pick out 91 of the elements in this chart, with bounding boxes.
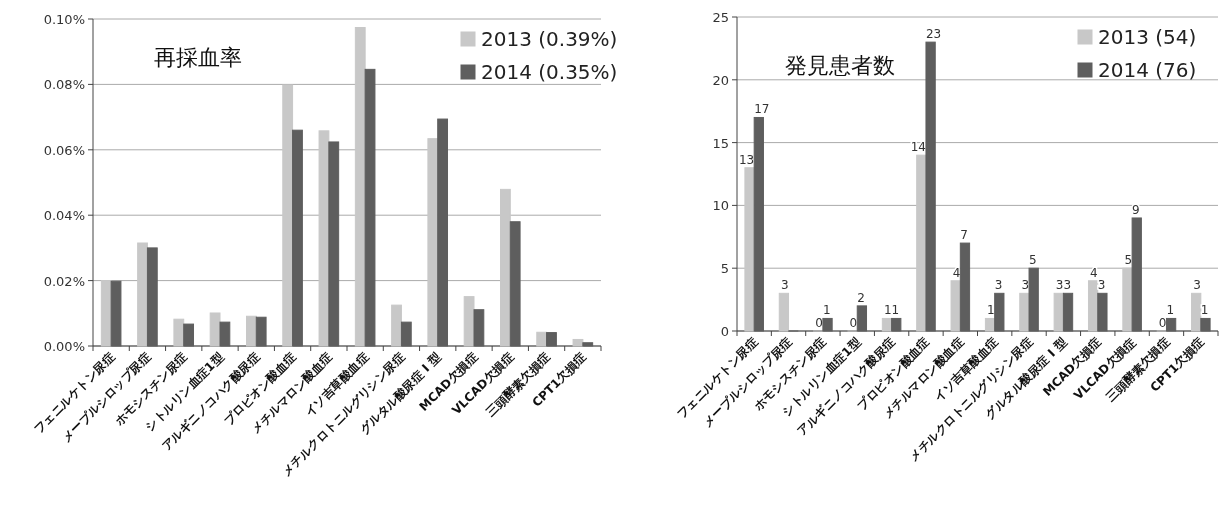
y-tick-label: 15	[712, 135, 729, 151]
y-tick-label: 10	[712, 198, 729, 214]
y-tick-label: 5	[720, 261, 729, 277]
bar	[984, 317, 996, 332]
data-label: 3	[1193, 278, 1201, 293]
bar	[400, 321, 412, 347]
y-tick-label: 0	[720, 324, 729, 339]
bar	[1097, 292, 1108, 332]
bar	[209, 312, 221, 347]
bar	[778, 292, 790, 332]
bar	[427, 138, 439, 347]
bar	[546, 332, 557, 347]
bar	[822, 317, 833, 332]
bar	[473, 309, 485, 347]
data-label: 3	[1063, 278, 1072, 293]
text: 再採血率	[153, 45, 242, 70]
legend-label: 2014 (76)	[1098, 58, 1197, 82]
data-label: 3	[780, 278, 789, 293]
data-label: 5	[1124, 253, 1133, 268]
data-label: 4	[952, 265, 961, 280]
data-label: 0	[849, 316, 858, 330]
bar	[856, 305, 868, 332]
bar	[925, 41, 936, 332]
data-label: 17	[754, 102, 770, 117]
legend-label: 2013 (0.39%)	[481, 27, 618, 51]
bar	[318, 130, 330, 347]
bar	[219, 321, 231, 347]
bar	[881, 317, 893, 332]
y-tick-label: 0.08%	[43, 77, 85, 93]
bar	[1131, 217, 1142, 332]
bar	[1165, 317, 1177, 332]
bar	[173, 318, 185, 347]
data-label: 9	[1132, 202, 1140, 217]
bar	[753, 116, 764, 332]
bar	[891, 317, 902, 332]
bar	[536, 331, 548, 347]
data-label: 13	[738, 152, 755, 167]
data-label: 3	[1097, 278, 1106, 293]
bar	[572, 338, 584, 347]
y-tick-label: 25	[712, 10, 729, 25]
bar	[245, 315, 257, 347]
data-label: 23	[925, 27, 942, 42]
bar	[1087, 280, 1099, 332]
data-label: 5	[1029, 253, 1037, 268]
bar	[110, 280, 122, 347]
bar	[1053, 292, 1064, 332]
y-tick-label: 0.04%	[43, 208, 85, 224]
bar	[1200, 317, 1211, 332]
data-label: 1	[987, 303, 995, 318]
data-label: 3	[1021, 278, 1030, 293]
bar	[994, 292, 1005, 332]
data-label: 1	[891, 303, 900, 318]
data-label: 1	[1166, 303, 1175, 318]
y-tick-label: 0.00%	[43, 339, 85, 354]
data-label: 1	[1200, 303, 1209, 318]
legend-label: 2014 (0.35%)	[481, 60, 618, 84]
bar	[1028, 267, 1039, 332]
bar	[255, 316, 267, 347]
y-tick-label: 0.02%	[43, 273, 85, 289]
y-tick-label: 20	[712, 72, 729, 88]
bar	[950, 280, 961, 332]
data-label: 7	[960, 228, 968, 243]
data-label: 4	[1090, 265, 1098, 280]
data-label: 0	[815, 316, 823, 330]
bar	[364, 68, 376, 347]
bar	[137, 242, 148, 347]
bar	[437, 118, 449, 347]
legend-label: 2013 (54)	[1098, 25, 1197, 49]
data-label: 1	[822, 303, 831, 318]
bar	[1062, 292, 1074, 332]
bar	[146, 247, 158, 347]
data-label: 1	[883, 303, 892, 318]
text: 発見患者数	[785, 53, 896, 78]
bar	[328, 141, 340, 347]
bar	[959, 242, 971, 332]
bar	[282, 84, 294, 347]
bar	[183, 323, 195, 347]
bar	[1191, 292, 1202, 332]
data-label: 3	[1055, 278, 1064, 293]
data-label: 14	[910, 140, 926, 155]
y-tick-label: 0.10%	[43, 12, 85, 27]
data-label: 0	[1158, 316, 1167, 330]
bar	[509, 221, 521, 347]
bar	[391, 304, 402, 347]
y-tick-label: 0.06%	[43, 142, 85, 158]
data-label: 2	[857, 290, 865, 305]
bar	[292, 129, 303, 347]
bar	[744, 167, 755, 332]
bar	[499, 188, 511, 347]
data-label: 3	[994, 278, 1003, 293]
bar	[582, 342, 594, 347]
